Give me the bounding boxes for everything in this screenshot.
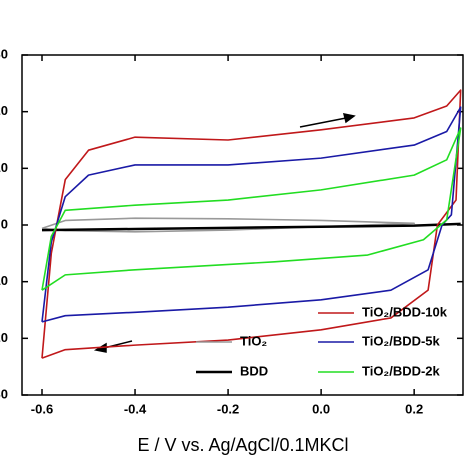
cv-curve <box>41 89 462 359</box>
cv-curve <box>41 217 415 233</box>
cv-curve <box>41 222 461 232</box>
y-tick-label: -30 <box>0 386 8 401</box>
legend-label: BDD <box>240 363 268 378</box>
y-tick-label: 0 <box>1 216 8 231</box>
x-tick-label: -0.4 <box>124 401 147 416</box>
cv-curve <box>41 106 462 323</box>
y-tick-label: 10 <box>0 160 8 175</box>
x-tick-label: 0.2 <box>405 401 423 416</box>
x-tick-label: 0.0 <box>312 401 330 416</box>
cv-curve <box>41 127 462 291</box>
y-tick-label: 30 <box>0 46 8 61</box>
x-tick-label: -0.6 <box>31 401 53 416</box>
legend-label: TiO₂/BDD-2k <box>362 363 441 378</box>
legend-label: TiO₂/BDD-10k <box>362 304 448 319</box>
x-tick-label: -0.2 <box>217 401 239 416</box>
legend-label: TiO₂ <box>240 333 267 348</box>
y-tick-label: -20 <box>0 330 8 345</box>
direction-arrow <box>299 113 356 128</box>
y-tick-label: -10 <box>0 273 8 288</box>
x-axis-title: E / V vs. Ag/AgCl/0.1MKCl <box>137 435 348 455</box>
legend-label: TiO₂/BDD-5k <box>362 333 441 348</box>
y-tick-label: 20 <box>0 103 8 118</box>
